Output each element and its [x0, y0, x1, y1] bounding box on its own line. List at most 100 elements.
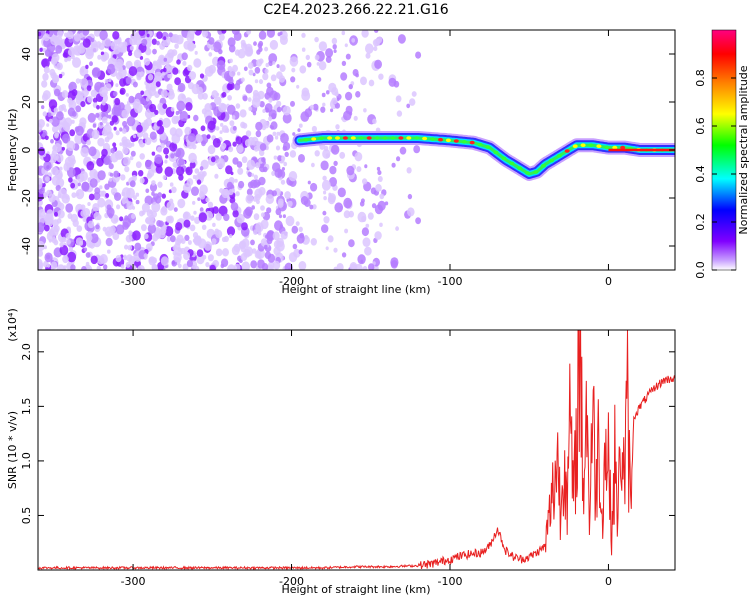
spectrogram-noise-speck [300, 196, 309, 205]
spectrogram-noise-speck [289, 56, 299, 67]
spectrogram-noise-speck [156, 40, 160, 46]
spectrogram-noise-speck [52, 144, 57, 150]
spectrogram-noise-speck [199, 191, 205, 198]
spectrogram-noise-speck [151, 264, 158, 270]
spectrogram-noise-speck [145, 217, 150, 224]
spectrogram-noise-speck [234, 178, 238, 183]
spectrogram-noise-speck [221, 258, 229, 268]
spectrogram-noise-speck [172, 161, 178, 168]
spectrogram-ridge-hotspot [374, 136, 380, 140]
spectrogram-noise-speck [322, 210, 327, 216]
spectrogram-noise-speck [247, 97, 252, 102]
spectrogram-noise-speck [174, 43, 179, 49]
spectrogram-noise-speck [241, 222, 248, 231]
spectrogram-noise-speck [378, 73, 384, 80]
spectrogram-noise-speck [255, 121, 263, 131]
spectrogram-noise-speck [173, 252, 182, 263]
spectrogram-noise-speck [227, 81, 235, 91]
spectrogram-noise-speck [139, 153, 145, 160]
spectrogram-noise-speck [348, 210, 355, 218]
spectrogram-noise-speck [266, 207, 272, 214]
spectrogram-noise-speck [253, 174, 258, 180]
spectrogram-noise-speck [254, 250, 262, 259]
spectrogram-noise-speck [75, 125, 84, 136]
spectrogram-noise-speck [38, 147, 46, 156]
spectrogram-noise-speck [339, 151, 346, 159]
spectrogram-noise-speck [162, 103, 167, 109]
spectrogram-noise-speck [274, 135, 279, 140]
spectrogram-noise-speck [282, 112, 292, 124]
spectrogram-noise-speck [67, 167, 76, 178]
spectrogram-noise-speck [248, 69, 254, 76]
spectrogram-noise-speck [143, 253, 148, 259]
spectrogram-noise-speck [112, 142, 117, 147]
spectrogram-noise-speck [186, 33, 195, 43]
spectrogram-noise-speck [109, 225, 116, 234]
spectrogram-xlabel: Height of straight line (km) [281, 283, 430, 296]
spectrogram-ridge-hotspot [327, 136, 333, 140]
spectrogram-noise-speck [341, 30, 346, 36]
spectrogram-noise-speck [325, 153, 330, 159]
spectrogram-noise-speck [264, 244, 268, 250]
spectrogram-x-tick-label: -100 [438, 275, 463, 288]
spectrogram-noise-speck [105, 193, 110, 198]
spectrogram-noise-speck [47, 112, 52, 118]
spectrogram-noise-speck [99, 254, 108, 264]
spectrogram-noise-speck [210, 46, 215, 51]
spectrogram-noise-speck [359, 201, 365, 207]
spectrogram-noise-speck [175, 222, 183, 231]
spectrogram-noise-speck [124, 215, 129, 221]
spectrogram-noise-speck [134, 242, 142, 251]
spectrogram-noise-speck [309, 204, 314, 210]
spectrogram-noise-speck [334, 202, 344, 213]
spectrogram-noise-speck [218, 205, 228, 217]
spectrogram-ridge-hotspot [342, 136, 348, 140]
spectrogram-noise-speck [97, 170, 106, 181]
spectrogram-noise-speck [241, 77, 245, 82]
spectrogram-noise-speck [245, 194, 254, 204]
spectrogram-noise-speck [121, 187, 131, 199]
spectrogram-noise-speck [236, 145, 244, 154]
spectrogram-noise-speck [70, 182, 76, 189]
spectrogram-noise-speck [58, 188, 67, 199]
spectrogram-noise-speck [283, 141, 291, 151]
spectrogram-noise-speck [114, 150, 123, 160]
spectrogram-noise-speck [204, 241, 212, 251]
spectrogram-noise-speck [101, 116, 108, 124]
spectrogram-noise-speck [273, 155, 278, 160]
spectrogram-noise-speck [189, 224, 196, 232]
spectrogram-noise-speck [157, 146, 163, 153]
spectrogram-noise-speck [251, 136, 259, 146]
spectrogram-noise-speck [242, 122, 248, 129]
spectrogram-noise-speck [176, 59, 181, 65]
spectrogram-noise-speck [262, 166, 268, 173]
spectrogram-noise-speck [70, 158, 76, 165]
spectrogram-noise-speck [289, 150, 297, 158]
spectrogram-noise-speck [329, 177, 337, 187]
spectrogram-noise-speck [92, 203, 100, 212]
spectrogram-noise-speck [70, 213, 79, 223]
spectrogram-ridge-hotspot [469, 140, 475, 145]
spectrogram-noise-speck [247, 171, 253, 178]
spectrogram-noise-speck [79, 117, 87, 126]
spectrogram-noise-speck [128, 230, 133, 236]
spectrogram-noise-speck [258, 40, 264, 47]
spectrogram-noise-speck [323, 190, 327, 195]
spectrogram-noise-speck [169, 216, 173, 221]
spectrogram-noise-speck [279, 224, 283, 229]
spectrogram-noise-speck [107, 249, 111, 254]
spectrogram-noise-speck [75, 237, 83, 246]
spectrogram-noise-speck [80, 147, 89, 158]
snr-y-tick-label: 1.5 [20, 398, 33, 416]
spectrogram-noise-speck [266, 230, 275, 240]
spectrogram-noise-speck [131, 213, 136, 219]
spectrogram-noise-speck [341, 252, 347, 258]
snr-frame [37, 329, 676, 571]
spectrogram-noise-speck [368, 263, 375, 270]
spectrogram-noise-speck [280, 179, 286, 185]
spectrogram-noise-speck [321, 92, 326, 98]
spectrogram-noise-speck [151, 151, 156, 156]
spectrogram-noise-speck [132, 81, 138, 88]
spectrogram-noise-speck [163, 67, 167, 73]
spectrogram-noise-speck [325, 48, 334, 58]
